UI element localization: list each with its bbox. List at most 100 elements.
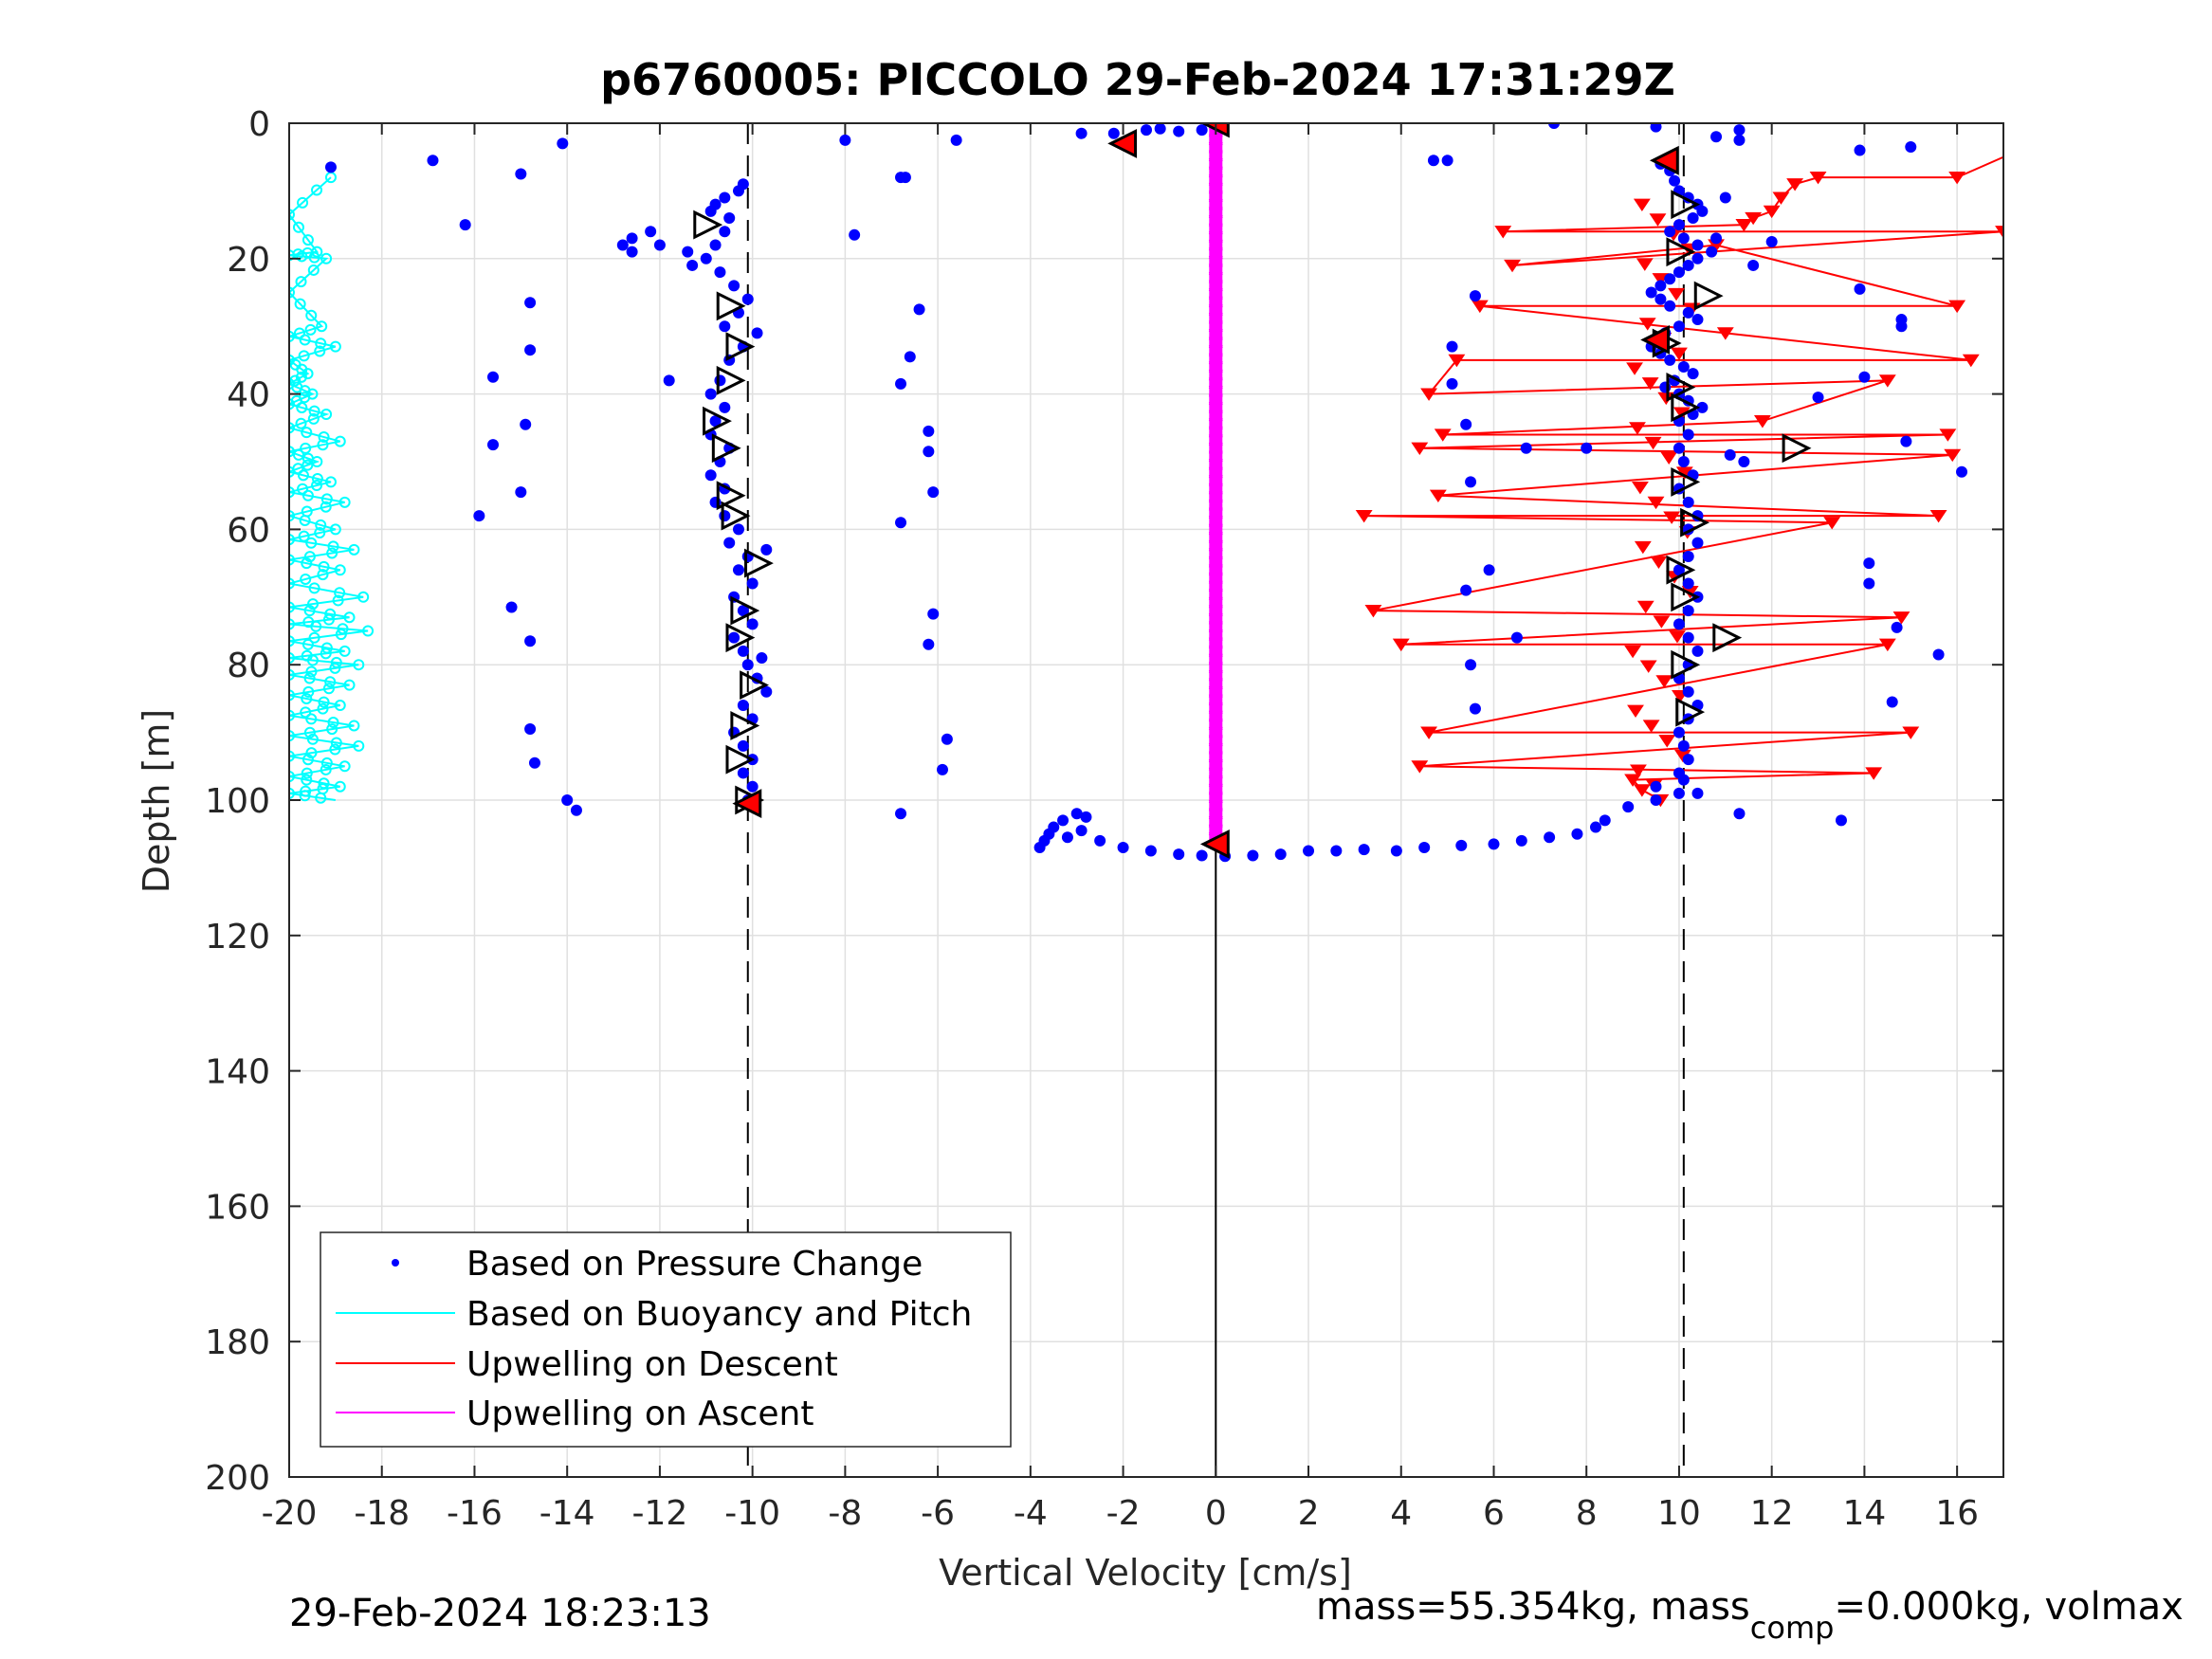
buoyancy-marker xyxy=(315,519,327,531)
pressure-point xyxy=(709,415,722,428)
ascent-marker xyxy=(1208,313,1223,323)
ascent-marker xyxy=(1208,556,1223,567)
descent-marker xyxy=(1902,726,1920,739)
buoyancy-marker xyxy=(327,540,339,553)
descent-marker xyxy=(1669,630,1686,644)
ascent-marker xyxy=(1208,573,1223,583)
ascent-marker xyxy=(1208,629,1223,640)
y-tick-label: 0 xyxy=(248,105,270,144)
buoyancy-marker xyxy=(329,523,341,536)
buoyancy-marker xyxy=(348,720,360,732)
pressure-point xyxy=(936,763,948,775)
buoyancy-marker xyxy=(289,554,295,566)
pressure-point xyxy=(459,219,471,231)
ascent-marker xyxy=(1208,825,1223,835)
pressure-point xyxy=(1682,306,1694,319)
ascent-marker xyxy=(1208,386,1223,396)
buoyancy-marker xyxy=(302,234,314,246)
open-triangle-marker xyxy=(721,501,751,531)
pressure-point xyxy=(1622,801,1635,813)
pressure-point xyxy=(923,425,935,437)
ascent-marker xyxy=(1208,476,1223,485)
descent-marker xyxy=(1892,611,1910,625)
pressure-point xyxy=(700,252,712,264)
ascent-marker xyxy=(1208,686,1223,697)
buoyancy-marker xyxy=(307,264,320,276)
ascent-marker xyxy=(1208,378,1223,389)
footer-mass-subscript: comp xyxy=(1750,1610,1835,1646)
pressure-point xyxy=(1905,140,1917,153)
buoyancy-marker xyxy=(308,582,320,594)
buoyancy-marker xyxy=(318,560,330,573)
ascent-marker xyxy=(1208,590,1223,599)
buoyancy-marker xyxy=(317,702,329,715)
series-pressure-change xyxy=(324,123,1968,863)
series-buoyancy-pitch xyxy=(289,172,375,804)
buoyancy-marker xyxy=(303,672,316,684)
pressure-point xyxy=(714,266,726,279)
buoyancy-marker xyxy=(326,547,338,559)
x-tick-label: 4 xyxy=(1390,1494,1412,1533)
y-tick-label: 160 xyxy=(205,1188,270,1227)
pressure-point xyxy=(1886,696,1898,708)
buoyancy-marker xyxy=(302,489,314,501)
buoyancy-marker xyxy=(362,625,375,637)
buoyancy-marker xyxy=(289,601,295,613)
descent-marker xyxy=(1948,300,1966,314)
pressure-point xyxy=(1515,834,1527,847)
pressure-point xyxy=(557,137,569,150)
pressure-point xyxy=(1571,828,1583,840)
buoyancy-marker xyxy=(322,683,335,695)
open-triangle-marker xyxy=(744,548,774,578)
ascent-marker xyxy=(1208,199,1223,210)
pressure-point xyxy=(913,303,925,316)
pressure-point xyxy=(561,794,574,806)
open-triangle-marker xyxy=(1712,623,1743,653)
pressure-point xyxy=(756,652,768,665)
buoyancy-marker xyxy=(320,409,333,421)
open-triangle-marker xyxy=(716,481,746,511)
buoyancy-marker xyxy=(314,345,326,357)
buoyancy-marker xyxy=(334,435,346,447)
pressure-point xyxy=(1650,123,1662,133)
pressure-point xyxy=(1654,293,1667,305)
pressure-point xyxy=(1891,621,1903,633)
pressure-point xyxy=(737,767,749,779)
descent-marker xyxy=(1644,436,1662,450)
buoyancy-marker xyxy=(289,618,295,630)
pressure-point xyxy=(1719,191,1731,204)
pressure-point xyxy=(1956,465,1968,478)
buoyancy-marker xyxy=(330,737,342,749)
footer-mass-info: mass=55.354kg, masscomp=0.000kg, volmax xyxy=(1316,1585,2184,1646)
y-axis-ticks: 0 20 40 60 80 100 120 140 160 180 200 xyxy=(205,105,2003,1498)
open-triangle-marker xyxy=(716,365,746,395)
plot-area xyxy=(289,123,2003,863)
ascent-marker xyxy=(1208,654,1223,665)
pressure-point xyxy=(704,469,717,482)
pressure-point xyxy=(1669,174,1681,187)
pressure-point xyxy=(324,161,337,173)
pressure-point xyxy=(1682,754,1694,766)
pressure-point xyxy=(1080,811,1092,823)
buoyancy-marker xyxy=(320,642,333,654)
pressure-point xyxy=(1599,814,1611,827)
pressure-point xyxy=(1673,564,1685,576)
ascent-marker xyxy=(1208,362,1223,372)
pressure-point xyxy=(741,659,754,671)
pressure-point xyxy=(1094,834,1106,847)
pressure-point xyxy=(1682,550,1694,562)
ascent-marker xyxy=(1208,816,1223,827)
pressure-point xyxy=(737,739,749,752)
pressure-point xyxy=(950,134,962,146)
ascent-marker xyxy=(1208,638,1223,648)
pressure-point xyxy=(719,510,731,522)
ascent-marker xyxy=(1208,809,1223,819)
pressure-point xyxy=(1154,123,1166,135)
descent-marker xyxy=(1638,318,1656,331)
pressure-point xyxy=(1589,821,1601,833)
buoyancy-marker xyxy=(311,456,323,467)
pressure-point xyxy=(487,439,500,451)
buoyancy-marker xyxy=(289,446,295,458)
buoyancy-marker xyxy=(317,569,329,581)
descent-marker xyxy=(1865,767,1883,780)
